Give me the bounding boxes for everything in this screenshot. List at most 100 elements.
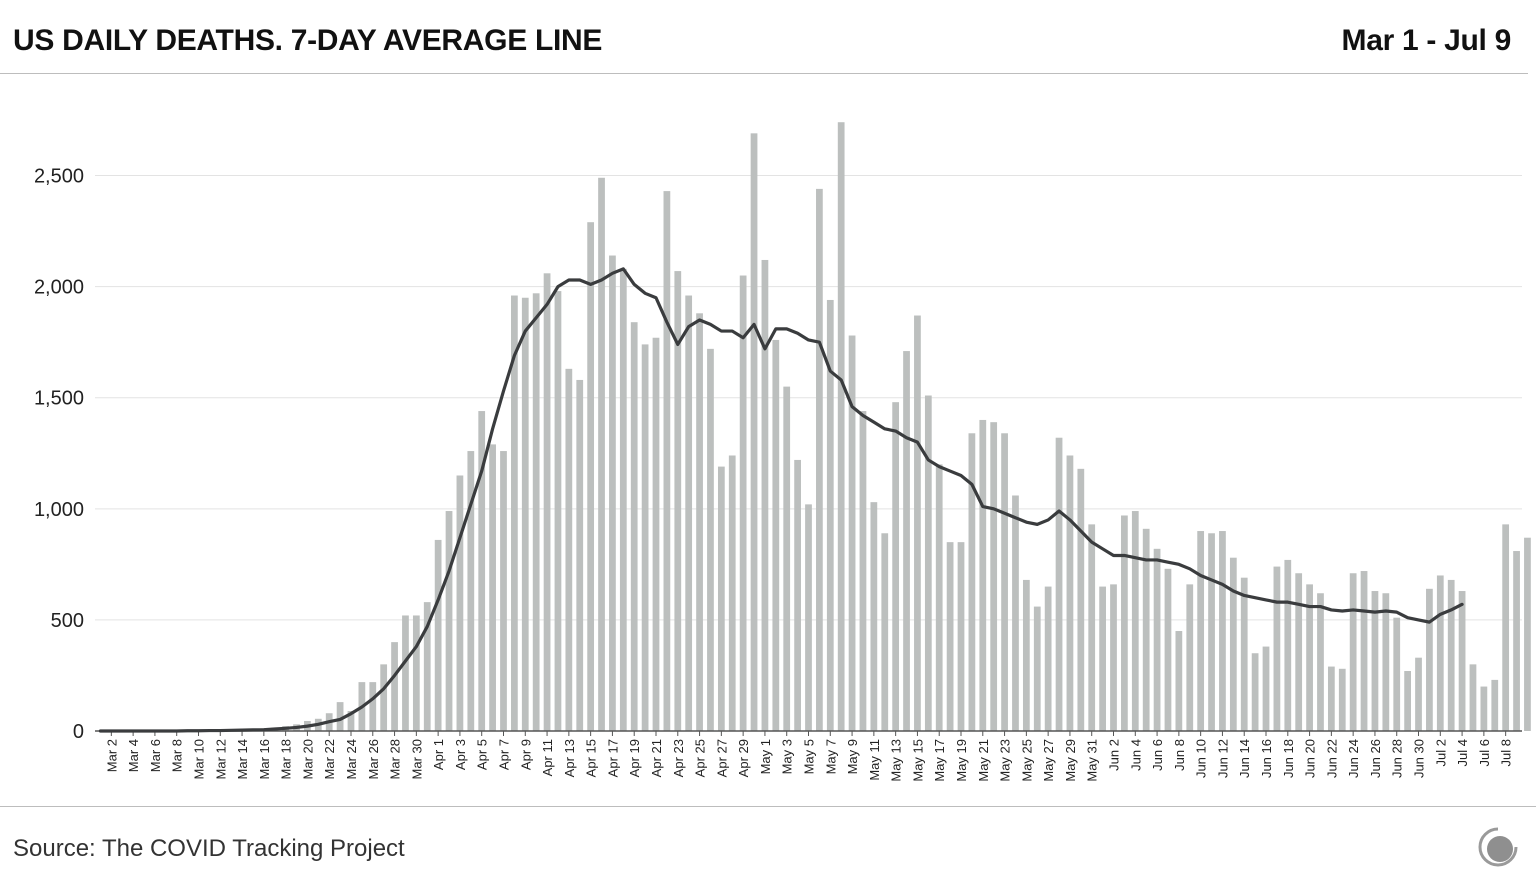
x-tick-label: Jun 26 [1368, 739, 1383, 778]
x-tick-label: Apr 19 [627, 739, 642, 777]
bar [631, 322, 638, 731]
bar [1186, 584, 1193, 731]
y-tick-label: 2,000 [34, 277, 84, 299]
bar [642, 344, 649, 731]
x-tick-label: May 27 [1041, 739, 1056, 782]
x-tick-label: Jun 30 [1412, 739, 1427, 778]
bar [1502, 524, 1509, 731]
x-tick-label: May 17 [932, 739, 947, 782]
bar [783, 387, 790, 731]
bar [1056, 438, 1063, 731]
bar [1470, 664, 1477, 731]
bar [892, 402, 899, 731]
x-tick-label: Mar 28 [388, 739, 403, 779]
x-tick-label: May 23 [998, 739, 1013, 782]
bar [936, 464, 943, 731]
bar [555, 291, 562, 731]
bar [870, 502, 877, 731]
bar [751, 133, 758, 731]
x-tick-label: Apr 25 [693, 739, 708, 777]
bar [1154, 549, 1161, 731]
y-tick-label: 2,500 [34, 166, 84, 188]
x-tick-label: Mar 12 [213, 739, 228, 779]
bar [805, 504, 812, 731]
x-tick-label: Apr 23 [671, 739, 686, 777]
bar [1426, 589, 1433, 731]
bar [1339, 669, 1346, 731]
x-tick-label: Mar 20 [300, 739, 315, 779]
bar [446, 511, 453, 731]
bar [653, 338, 660, 731]
bar [1263, 647, 1270, 731]
bar [1328, 667, 1335, 731]
x-tick-label: May 29 [1063, 739, 1078, 782]
bar [1284, 560, 1291, 731]
chart-footer: Source: The COVID Tracking Project [0, 806, 1536, 879]
x-tick-label: May 7 [823, 739, 838, 774]
bar [1208, 533, 1215, 731]
bar [369, 682, 376, 731]
bar [696, 313, 703, 731]
x-tick-label: Mar 14 [235, 739, 250, 779]
bar [380, 664, 387, 731]
bar [1361, 571, 1368, 731]
bar [903, 351, 910, 731]
bar [664, 191, 671, 731]
x-tick-label: Mar 18 [279, 739, 294, 779]
x-tick-label: Jun 20 [1303, 739, 1318, 778]
x-tick-label: Jun 4 [1128, 739, 1143, 771]
x-tick-label: May 11 [867, 739, 882, 781]
bar [1404, 671, 1411, 731]
bar [1295, 573, 1302, 731]
bar [772, 340, 779, 731]
bar [762, 260, 769, 731]
x-tick-label: Jun 6 [1150, 739, 1165, 771]
x-tick-label: Mar 22 [322, 739, 337, 779]
x-tick-label: Apr 7 [496, 739, 511, 770]
x-tick-label: Jun 14 [1237, 739, 1252, 778]
x-tick-label: Mar 10 [191, 739, 206, 779]
bar [1045, 587, 1052, 731]
bar [1110, 584, 1117, 731]
bar [1491, 680, 1498, 731]
x-tick-label: Jun 16 [1259, 739, 1274, 778]
x-tick-label: Apr 15 [584, 739, 599, 777]
bar [598, 178, 605, 731]
x-tick-label: Jun 12 [1215, 739, 1230, 778]
x-tick-label: Apr 13 [562, 739, 577, 777]
x-tick-label: May 9 [845, 739, 860, 774]
chart-header: US DAILY DEATHS. 7-DAY AVERAGE LINE Mar … [0, 0, 1528, 74]
x-tick-label: Jul 6 [1477, 739, 1492, 766]
x-tick-label: Apr 3 [453, 739, 468, 770]
x-tick-label: Jul 8 [1499, 739, 1514, 766]
x-tick-label: Mar 4 [126, 739, 141, 772]
bar [1448, 580, 1455, 731]
x-tick-label: Apr 11 [540, 739, 555, 776]
bar [576, 380, 583, 731]
x-tick-label: May 1 [758, 739, 773, 774]
bar [1437, 575, 1444, 731]
x-tick-label: Mar 2 [104, 739, 119, 772]
x-tick-label: May 31 [1085, 739, 1100, 782]
x-tick-label: Jun 18 [1281, 739, 1296, 778]
bar [587, 222, 594, 731]
x-tick-label: Mar 6 [148, 739, 163, 772]
x-tick-label: May 5 [802, 739, 817, 774]
bar [413, 615, 420, 731]
bar [620, 269, 627, 731]
bar [685, 296, 692, 731]
x-tick-label: Jun 24 [1346, 739, 1361, 778]
x-tick-label: May 19 [954, 739, 969, 782]
bar [500, 451, 507, 731]
y-tick-label: 500 [51, 610, 84, 632]
bar [958, 542, 965, 731]
bar [522, 298, 529, 731]
bar [849, 336, 856, 731]
x-tick-label: Apr 29 [736, 739, 751, 777]
x-tick-label: Apr 9 [518, 739, 533, 770]
bar [990, 422, 997, 731]
x-tick-label: Jun 22 [1324, 739, 1339, 778]
x-tick-label: Apr 1 [431, 739, 446, 770]
x-tick-label: Mar 8 [170, 739, 185, 772]
